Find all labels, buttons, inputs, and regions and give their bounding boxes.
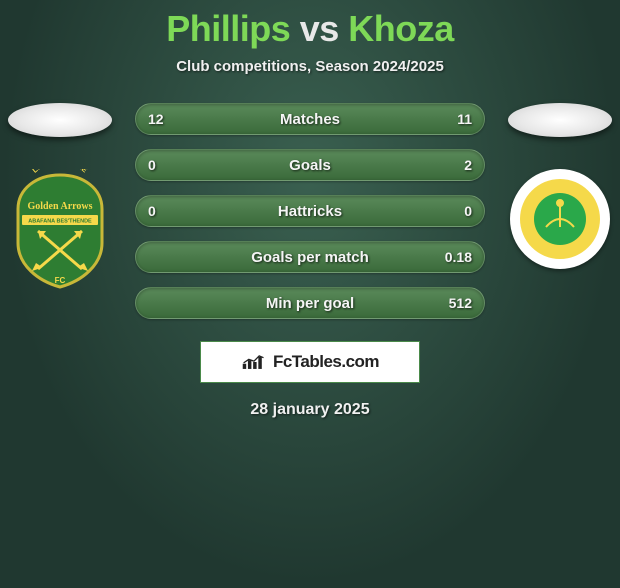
player1-photo-placeholder <box>8 103 112 137</box>
stat-right-value: 2 <box>464 157 472 173</box>
stat-left-value: 0 <box>148 203 156 219</box>
stat-right-value: 0.18 <box>445 249 472 265</box>
stat-label: Min per goal <box>136 295 484 312</box>
crest-banner-text: ABAFANA BES'THENDE <box>28 219 92 225</box>
bar-chart-icon <box>241 353 267 371</box>
stat-row-mpg: Min per goal 512 <box>135 287 485 319</box>
stat-label: Goals per match <box>136 249 484 266</box>
subtitle: Club competitions, Season 2024/2025 <box>0 58 620 75</box>
right-side <box>500 103 620 289</box>
stat-right-value: 0 <box>464 203 472 219</box>
stat-right-value: 11 <box>457 111 472 127</box>
stat-row-goals: 0 Goals 2 <box>135 149 485 181</box>
stat-row-gpm: Goals per match 0.18 <box>135 241 485 273</box>
stat-label: Hattricks <box>136 203 484 220</box>
player2-photo-placeholder <box>508 103 612 137</box>
brand-text: FcTables.com <box>273 352 379 372</box>
player2-name: Khoza <box>348 8 454 49</box>
stat-label: Matches <box>136 111 484 128</box>
crest-mid-text: Golden Arrows <box>27 201 92 212</box>
stat-right-value: 512 <box>449 295 472 311</box>
left-side: LAMONTVILLE Golden Arrows ABAFANA BES'TH… <box>0 103 120 289</box>
brand-box: FcTables.com <box>200 341 420 383</box>
team2-crest <box>510 169 610 289</box>
player1-name: Phillips <box>166 8 290 49</box>
stat-row-hattricks: 0 Hattricks 0 <box>135 195 485 227</box>
stat-label: Goals <box>136 157 484 174</box>
stats-table: 12 Matches 11 0 Goals 2 0 Hattricks 0 Go… <box>135 103 485 319</box>
stat-left-value: 12 <box>148 111 164 127</box>
date-text: 28 january 2025 <box>0 401 620 419</box>
team1-crest: LAMONTVILLE Golden Arrows ABAFANA BES'TH… <box>10 169 110 289</box>
crest-fc-text: FC <box>55 276 66 285</box>
stat-left-value: 0 <box>148 157 156 173</box>
page-title: Phillips vs Khoza <box>0 8 620 50</box>
content-area: LAMONTVILLE Golden Arrows ABAFANA BES'TH… <box>0 103 620 319</box>
stat-row-matches: 12 Matches 11 <box>135 103 485 135</box>
vs-text: vs <box>300 8 339 49</box>
